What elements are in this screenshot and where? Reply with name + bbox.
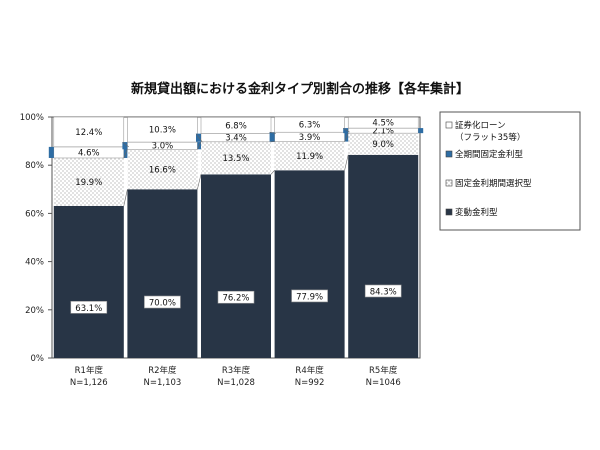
data-label: 6.3% bbox=[299, 121, 321, 131]
legend-swatch bbox=[445, 121, 453, 129]
bar-segment bbox=[127, 189, 198, 358]
bar-segment bbox=[274, 141, 345, 171]
legend-label: 全期間固定金利型 bbox=[455, 149, 524, 160]
data-label: 6.8% bbox=[225, 121, 247, 131]
bar-segment bbox=[53, 116, 125, 148]
sample-size-label: N=1,028 bbox=[217, 378, 255, 388]
sample-size-label: N=1,126 bbox=[70, 378, 108, 388]
category-label: R3年度 bbox=[222, 365, 251, 376]
chart-title: 新規貸出額における金利タイプ別割合の推移【各年集計】 bbox=[131, 81, 469, 97]
data-label: 16.6% bbox=[149, 165, 176, 175]
bar-segment bbox=[348, 133, 419, 155]
data-label-box bbox=[291, 289, 328, 303]
y-tick-label: 80% bbox=[25, 161, 44, 171]
data-label: 63.1% bbox=[75, 304, 102, 314]
y-tick-label: 0% bbox=[31, 354, 45, 364]
bar-segment bbox=[201, 174, 271, 358]
data-label: 76.2% bbox=[222, 294, 249, 304]
data-label: 3.9% bbox=[299, 133, 321, 143]
bar-segment bbox=[348, 154, 419, 358]
data-label: 13.5% bbox=[222, 154, 249, 164]
bar-segment bbox=[201, 141, 271, 175]
legend-swatch bbox=[445, 150, 453, 158]
bar-segment bbox=[127, 116, 198, 143]
legend-label: 固定金利期間選択型 bbox=[455, 178, 532, 189]
category-label: R4年度 bbox=[295, 365, 324, 376]
data-label: 11.9% bbox=[296, 152, 323, 162]
bar-segment bbox=[48, 146, 54, 158]
legend-swatch bbox=[445, 179, 453, 187]
legend-label: 変動金利型 bbox=[455, 207, 498, 218]
connector-line bbox=[343, 127, 350, 133]
bar-segment bbox=[418, 128, 424, 134]
y-tick-label: 20% bbox=[25, 306, 44, 316]
plot-area: 0% 20% 40% 60% 80% 100% 63.1% 19.9% 4.6% 12.4% R1年… bbox=[20, 113, 424, 388]
connector-line bbox=[123, 149, 128, 159]
y-tick-label: 100% bbox=[20, 113, 44, 123]
bar-segment bbox=[53, 157, 124, 206]
bar-segment bbox=[269, 132, 275, 142]
bar-segment bbox=[343, 128, 349, 134]
data-label: 4.6% bbox=[78, 148, 100, 158]
connector-line bbox=[123, 189, 128, 206]
y-tick-label: 60% bbox=[25, 209, 44, 219]
connector-line bbox=[197, 174, 202, 190]
legend-label: （フラット35等） bbox=[455, 132, 525, 143]
bar-segment bbox=[197, 142, 203, 150]
legend-swatch bbox=[445, 208, 453, 216]
data-label-box bbox=[70, 301, 108, 314]
connector-line bbox=[195, 133, 203, 143]
bar-segment bbox=[53, 205, 124, 358]
sample-size-label: N=1046 bbox=[366, 378, 401, 388]
data-label: 84.3% bbox=[370, 287, 397, 297]
data-label-box bbox=[364, 284, 402, 298]
bar-segment bbox=[127, 149, 198, 190]
bar-segment bbox=[274, 116, 345, 133]
data-label-box bbox=[144, 295, 181, 309]
data-label: 77.9% bbox=[296, 292, 323, 302]
data-label: 2.1% bbox=[372, 127, 394, 137]
bar-segment bbox=[274, 170, 345, 358]
bar-segment bbox=[200, 116, 272, 134]
connector-line bbox=[270, 170, 275, 175]
legend-box bbox=[439, 111, 581, 231]
data-label: 19.9% bbox=[75, 178, 102, 188]
data-label: 12.4% bbox=[75, 128, 102, 138]
connector-line bbox=[197, 141, 202, 150]
category-label: R2年度 bbox=[148, 365, 177, 376]
category-label: R1年度 bbox=[75, 365, 104, 376]
sample-size-label: N=1,103 bbox=[143, 378, 181, 388]
bar-segment bbox=[196, 133, 201, 142]
sample-size-label: N=992 bbox=[295, 378, 325, 388]
y-tick-label: 40% bbox=[25, 258, 44, 268]
connector-line bbox=[269, 131, 277, 134]
bar-segment bbox=[347, 116, 419, 129]
data-label-box bbox=[217, 290, 255, 304]
data-label: 4.5% bbox=[372, 119, 394, 129]
data-label: 3.0% bbox=[152, 142, 174, 152]
data-label: 10.3% bbox=[149, 126, 176, 136]
category-label: R5年度 bbox=[369, 365, 398, 376]
bar-segment bbox=[122, 142, 128, 150]
legend-label: 証券化ローン bbox=[455, 120, 506, 131]
data-label: 9.0% bbox=[372, 140, 394, 150]
bar-segment bbox=[344, 132, 350, 142]
data-label: 70.0% bbox=[149, 299, 176, 309]
connector-line bbox=[344, 154, 349, 171]
connector-line bbox=[344, 133, 349, 142]
connector-line bbox=[122, 141, 129, 148]
data-label: 3.4% bbox=[225, 134, 247, 144]
